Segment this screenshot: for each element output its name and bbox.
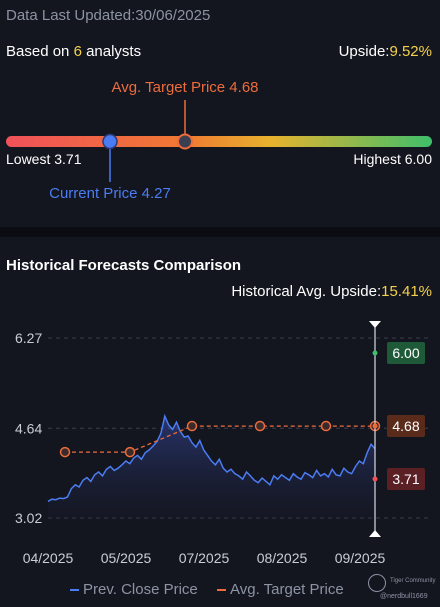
price-target-gauge: Avg. Target Price 4.68 Lowest 3.71 Highe… bbox=[6, 80, 432, 200]
historical-avg-upside-value: 15.41% bbox=[381, 283, 432, 300]
badge-target-dot bbox=[372, 423, 378, 429]
y-axis: 6.27 4.64 3.02 bbox=[15, 330, 42, 526]
cursor-bottom-triangle bbox=[369, 530, 381, 537]
badge-high-text: 6.00 bbox=[392, 345, 419, 361]
avg-target-price-label: Avg. Target Price 4.68 bbox=[111, 80, 258, 96]
historical-forecast-chart: 6.27 4.64 3.02 6.00 4.68 3.71 04/2025 05/2025… bbox=[15, 321, 432, 566]
badge-low-text: 3.71 bbox=[392, 471, 419, 487]
current-price-marker bbox=[102, 133, 118, 150]
analyst-count-value: 6 bbox=[73, 43, 82, 60]
badge-high-dot bbox=[372, 350, 378, 356]
latest-badges: 6.00 4.68 3.71 bbox=[372, 342, 425, 490]
close-price-line bbox=[47, 413, 376, 503]
x-tick-label: 04/2025 bbox=[23, 550, 74, 566]
highest-price-label: Highest 6.00 bbox=[353, 151, 432, 167]
target-point bbox=[320, 420, 332, 432]
watermark-brand: Tiger Community bbox=[390, 578, 436, 584]
gauge-bar bbox=[6, 136, 432, 147]
historical-title: Historical Forecasts Comparison bbox=[6, 257, 242, 274]
target-point bbox=[254, 420, 266, 432]
target-point bbox=[124, 446, 136, 458]
tiger-logo-icon bbox=[368, 574, 386, 592]
x-axis: 04/2025 05/2025 07/2025 08/2025 09/2025 bbox=[23, 550, 386, 566]
y-tick-label: 6.27 bbox=[15, 330, 42, 346]
x-tick-label: 09/2025 bbox=[335, 550, 386, 566]
analyst-count-text: Based on 6 analysts bbox=[6, 43, 141, 60]
y-tick-label: 4.64 bbox=[15, 420, 42, 436]
close-price-area bbox=[48, 416, 375, 518]
chart-cursor[interactable] bbox=[369, 321, 381, 537]
target-point bbox=[186, 420, 198, 432]
badge-low-box bbox=[387, 468, 425, 490]
badge-low-dot bbox=[372, 476, 378, 482]
target-price-line bbox=[65, 425, 375, 453]
target-point bbox=[59, 446, 71, 458]
target-series bbox=[59, 420, 381, 458]
upside-value: 9.52% bbox=[389, 43, 432, 60]
lowest-price-label: Lowest 3.71 bbox=[6, 151, 82, 167]
legend-close-swatch bbox=[70, 589, 79, 592]
watermark-user: @nerdbull1669 bbox=[380, 593, 428, 600]
data-updated-label: Data Last Updated:30/06/2025 bbox=[6, 7, 211, 24]
historical-avg-upside-label: Historical Avg. Upside: bbox=[231, 283, 382, 300]
based-on-suffix: analysts bbox=[81, 43, 142, 60]
legend-target-label: Avg. Target Price bbox=[230, 581, 344, 598]
target-price-marker bbox=[177, 133, 193, 150]
cursor-top-triangle bbox=[369, 321, 381, 328]
badge-high-box bbox=[387, 342, 425, 364]
badge-target-box bbox=[387, 415, 425, 437]
section-divider bbox=[0, 227, 440, 237]
legend-target[interactable]: Avg. Target Price bbox=[217, 581, 344, 598]
based-on-prefix: Based on bbox=[6, 43, 74, 60]
historical-avg-upside: Historical Avg. Upside:15.41% bbox=[231, 283, 432, 300]
badge-target-text: 4.68 bbox=[392, 418, 419, 434]
current-price-label: Current Price 4.27 bbox=[49, 185, 171, 200]
legend-target-swatch bbox=[217, 589, 226, 592]
x-tick-label: 05/2025 bbox=[101, 550, 152, 566]
legend-close-label: Prev. Close Price bbox=[83, 581, 198, 598]
y-tick-label: 3.02 bbox=[15, 510, 42, 526]
legend-close[interactable]: Prev. Close Price bbox=[70, 581, 198, 598]
x-tick-label: 07/2025 bbox=[179, 550, 230, 566]
x-tick-label: 08/2025 bbox=[257, 550, 308, 566]
upside-text: Upside:9.52% bbox=[339, 43, 432, 60]
upside-label: Upside: bbox=[338, 43, 390, 60]
